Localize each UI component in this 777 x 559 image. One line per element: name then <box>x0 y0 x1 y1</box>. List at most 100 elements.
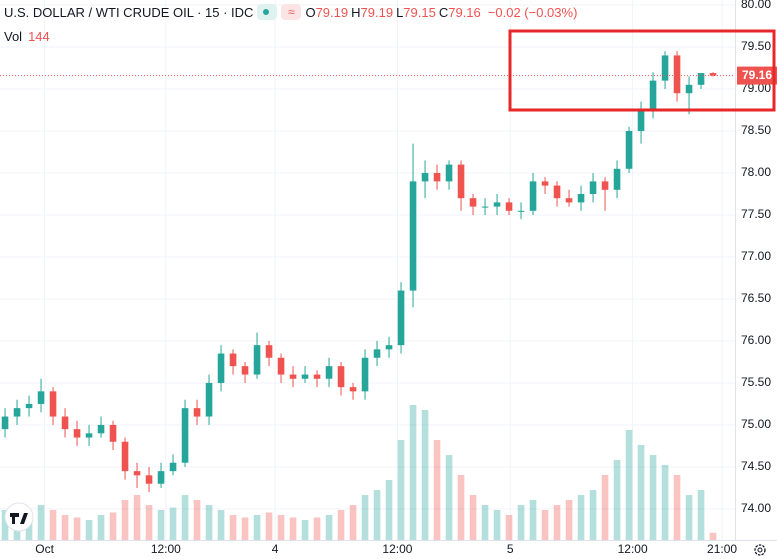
volume-bar <box>493 510 501 540</box>
ohlc-key: L <box>396 4 404 20</box>
volume-bar <box>49 510 57 540</box>
volume-bar <box>337 510 345 540</box>
candle-body <box>565 198 573 203</box>
volume-bar <box>541 510 549 540</box>
settings-icon[interactable] <box>754 544 766 556</box>
y-tick-label: 74.50 <box>741 459 771 473</box>
candle-body <box>169 462 177 472</box>
candle-body <box>589 181 597 194</box>
volume-bar <box>649 455 657 540</box>
y-tick-label: 80.00 <box>741 0 771 11</box>
legend-header: U.S. DOLLAR / WTI CRUDE OIL · 15 · IDC ≈… <box>4 4 577 20</box>
candle-body <box>421 173 429 182</box>
volume-bar <box>97 515 105 540</box>
volume-legend: Vol 144 <box>4 29 50 44</box>
status-icon[interactable] <box>257 4 278 20</box>
volume-bar <box>241 517 249 540</box>
candle-body <box>133 471 141 476</box>
y-tick-label: 79.50 <box>741 39 771 53</box>
volume-bar <box>325 515 333 540</box>
volume-bar <box>469 495 477 540</box>
volume-bar <box>61 515 69 540</box>
candle-body <box>313 374 321 379</box>
volume-bar <box>361 495 369 540</box>
volume-bar <box>217 510 225 540</box>
candle-body <box>445 164 453 182</box>
volume-bar <box>73 517 81 540</box>
ohlc-values: O79.19 H79.19 L79.15 C79.16 <box>305 5 483 20</box>
logo-mark <box>10 513 28 524</box>
candle-body <box>49 391 57 417</box>
gear-hub <box>757 547 763 553</box>
volume-bar <box>565 500 573 540</box>
candle-body <box>289 374 297 379</box>
ohlc-key: C <box>438 4 449 20</box>
volume-bar <box>277 515 285 540</box>
x-tick-label: 12:00 <box>151 542 181 556</box>
y-tick-label: 79.00 <box>741 81 771 95</box>
candle-body <box>673 55 681 94</box>
candle-body <box>553 185 561 199</box>
candle-body <box>25 403 33 409</box>
candle-body <box>205 382 213 417</box>
candle-body <box>685 84 693 94</box>
candle-body <box>97 424 105 434</box>
volume-bar <box>205 505 213 540</box>
volume-bar <box>661 465 669 540</box>
volume-bar <box>601 475 609 540</box>
candle-body <box>469 198 477 207</box>
candle-body <box>229 353 237 367</box>
ohlc-value: 79.19 <box>315 4 349 20</box>
volume-bar <box>409 405 417 540</box>
candle-body <box>709 73 717 76</box>
volume-value: 144 <box>28 29 50 44</box>
gear-ring <box>754 544 766 556</box>
y-tick-label: 75.00 <box>741 417 771 431</box>
candle-body <box>277 357 285 375</box>
volume-bar <box>349 505 357 540</box>
candle-body <box>181 408 189 463</box>
last-price-label: 79.16 <box>742 68 772 82</box>
volume-bar <box>577 495 585 540</box>
volume-bar <box>133 495 141 540</box>
tradingview-logo <box>4 502 34 532</box>
ohlc-key: H <box>351 4 361 20</box>
y-tick-label: 75.50 <box>741 375 771 389</box>
volume-bar <box>145 505 153 540</box>
candle-body <box>661 55 669 81</box>
x-tick-label: 4 <box>272 542 279 556</box>
x-tick-label: Oct <box>35 542 54 556</box>
ohlc-key: O <box>305 4 316 20</box>
candle-body <box>13 408 21 417</box>
compare-icon[interactable]: ≈ <box>281 4 302 20</box>
candle-body <box>517 210 525 212</box>
volume-bar <box>169 507 177 540</box>
volume-bar <box>253 515 261 540</box>
volume-bar <box>625 430 633 540</box>
volume-bar <box>445 455 453 540</box>
volume-bar <box>637 445 645 540</box>
candle-body <box>529 181 537 211</box>
candle-body <box>481 206 489 208</box>
candle-body <box>541 181 549 186</box>
volume-bar <box>397 440 405 540</box>
volume-bar <box>685 495 693 540</box>
candle-body <box>409 181 417 291</box>
volume-bar <box>709 532 717 540</box>
x-tick-label: 21:00 <box>707 542 737 556</box>
candle-body <box>145 475 153 484</box>
last-price-box <box>737 66 777 85</box>
y-tick-label: 78.50 <box>741 123 771 137</box>
y-tick-label: 77.00 <box>741 249 771 263</box>
candle-body <box>85 433 93 438</box>
volume-bar <box>481 505 489 540</box>
volume-bar <box>265 512 273 540</box>
candle-body <box>265 345 273 358</box>
volume-bar <box>697 490 705 540</box>
y-tick-label: 78.00 <box>741 165 771 179</box>
volume-bar <box>421 410 429 540</box>
candle-body <box>397 290 405 346</box>
volume-bar <box>589 490 597 540</box>
volume-bar <box>613 460 621 540</box>
